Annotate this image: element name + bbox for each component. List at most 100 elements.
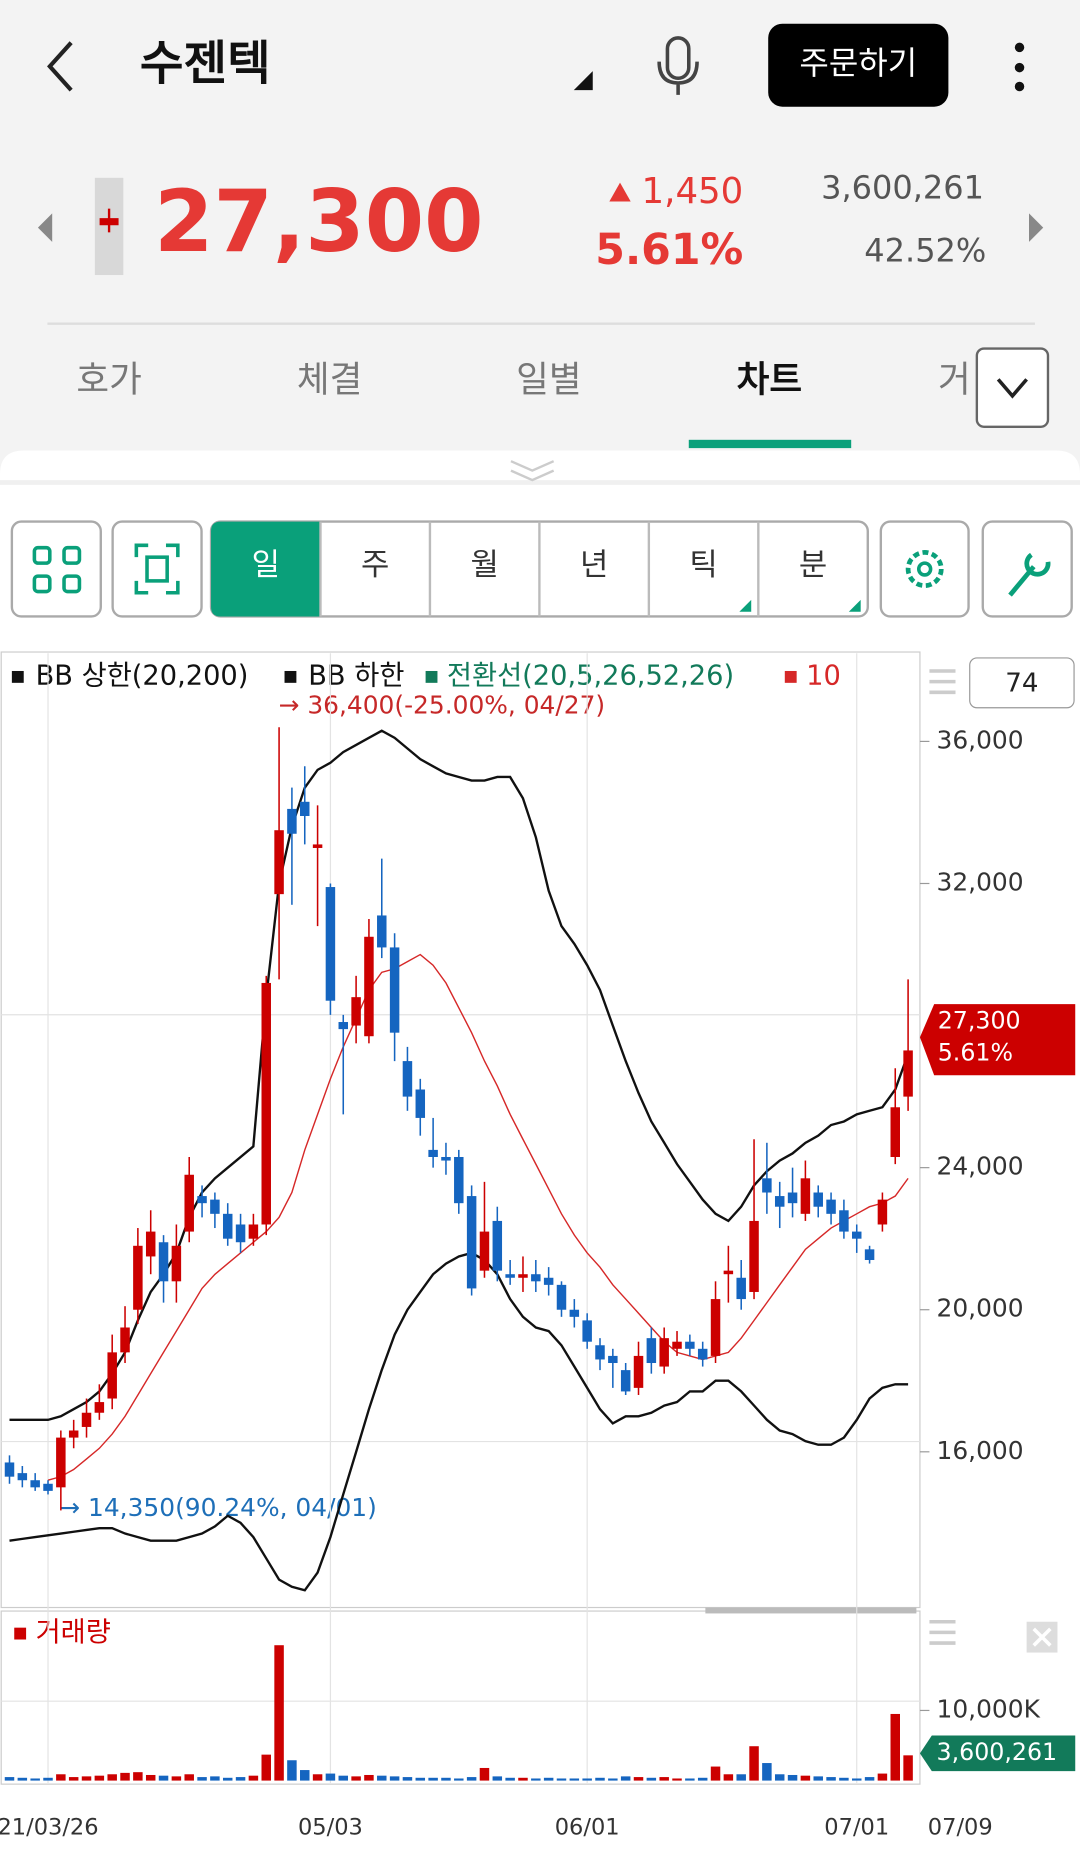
candle-body (466, 1196, 477, 1289)
volume-bar (145, 1774, 156, 1781)
volume-bar (736, 1774, 746, 1781)
volume-bar (4, 1777, 15, 1781)
candle-body (364, 936, 374, 1037)
tab[interactable]: 일별 (516, 360, 581, 401)
candle-body (505, 1274, 515, 1278)
tab[interactable]: 호가 (76, 360, 141, 401)
volume-bar (852, 1778, 862, 1781)
volume-bar (377, 1775, 387, 1781)
candle-body (710, 1299, 721, 1356)
candle-body (30, 1480, 40, 1488)
volume-bar (338, 1775, 349, 1781)
volume-bar (235, 1777, 246, 1781)
volume-bar (595, 1777, 605, 1781)
close-pane[interactable] (1026, 1621, 1058, 1653)
prev-arrow[interactable] (37, 213, 53, 242)
period-button[interactable]: 틱 (689, 547, 717, 583)
settings-button[interactable] (879, 520, 970, 618)
volume-bar (646, 1777, 657, 1781)
period-button[interactable]: 일 (252, 547, 280, 583)
collapse-handle[interactable] (510, 460, 555, 482)
candle-body (428, 1149, 438, 1157)
candle-body (274, 830, 284, 895)
candle-body (210, 1199, 220, 1214)
volume-bar (81, 1776, 92, 1781)
volume-bar (762, 1763, 772, 1781)
layout-button[interactable] (10, 520, 102, 618)
volume-bar (210, 1776, 220, 1781)
volume-bar (518, 1777, 528, 1781)
candle-body (197, 1196, 207, 1204)
candle-body (903, 1050, 913, 1097)
volume-bar (56, 1774, 66, 1781)
candle-body (672, 1341, 682, 1349)
y-tick-label: 16,000 (937, 1436, 1024, 1465)
tab[interactable]: 거 (938, 360, 971, 401)
period-button[interactable]: 분 (799, 547, 827, 583)
high-annotation: → 36,400(-25.00%, 04/27) (279, 691, 606, 720)
candle-body (646, 1338, 657, 1364)
change-rate: 5.61% (595, 225, 743, 275)
candle-body (171, 1245, 182, 1282)
volume-bar (556, 1778, 567, 1781)
volume-bar (441, 1777, 451, 1781)
volume-bar (389, 1776, 400, 1781)
order-button[interactable]: 주문하기 (768, 23, 949, 107)
volume-bar (184, 1774, 194, 1781)
tab-dropdown[interactable] (975, 347, 1050, 428)
trade-volume: 3,600,261 (821, 169, 984, 207)
candle-body (595, 1345, 605, 1360)
candle-body (4, 1462, 15, 1477)
current-price: 27,300 (154, 173, 483, 272)
volume-bar (710, 1766, 721, 1781)
more-button[interactable] (1014, 42, 1025, 92)
price-change: 1,450 (642, 171, 744, 212)
menu-icon[interactable] (929, 669, 956, 695)
scrollbar[interactable] (705, 1607, 917, 1614)
count-box[interactable] (969, 657, 1075, 709)
candle-body (736, 1277, 746, 1300)
candle-body (300, 801, 310, 817)
fullscreen-button[interactable] (111, 520, 203, 618)
volume-bar (864, 1777, 875, 1781)
volume-bar (171, 1776, 182, 1781)
candle-body (852, 1231, 862, 1239)
volume-bar (133, 1772, 143, 1781)
volume-bar (197, 1777, 207, 1781)
volume-bar (415, 1777, 426, 1781)
period-button[interactable]: 년 (580, 547, 608, 583)
volume-bar (877, 1773, 888, 1781)
candle-body (608, 1355, 618, 1364)
period-button[interactable]: 주 (361, 547, 389, 583)
volume-bar (659, 1777, 669, 1781)
back-button[interactable] (47, 41, 73, 92)
order-label: 주문하기 (799, 44, 917, 82)
turnover: 42.52% (864, 232, 986, 270)
candle-body (877, 1199, 888, 1225)
tab[interactable]: 차트 (737, 360, 802, 401)
volume-bar (890, 1713, 900, 1781)
volume-bar (402, 1777, 413, 1781)
volume-bar (466, 1777, 477, 1781)
next-arrow[interactable] (1029, 213, 1044, 242)
candle-body (762, 1178, 772, 1193)
candle-body (43, 1483, 53, 1491)
x-tick-label: 06/01 (555, 1815, 620, 1841)
candle-body (107, 1352, 117, 1399)
active-tab-underline (688, 439, 852, 449)
y-tick-label: 24,000 (937, 1152, 1024, 1181)
candle-body (120, 1327, 130, 1353)
candle-body (685, 1341, 695, 1349)
mic-icon[interactable] (657, 36, 699, 95)
candle-body (184, 1174, 194, 1232)
candle-body (518, 1274, 528, 1278)
low-annotation: → 14,350(90.24%, 04/01) (59, 1493, 377, 1522)
tab[interactable]: 체결 (297, 360, 362, 401)
legend-swatch (784, 670, 797, 683)
period-button[interactable]: 월 (470, 547, 498, 583)
menu-icon[interactable] (929, 1619, 956, 1645)
candle-count: 74 (1005, 669, 1038, 699)
tools-button[interactable] (981, 520, 1073, 618)
candle-body (813, 1192, 823, 1207)
